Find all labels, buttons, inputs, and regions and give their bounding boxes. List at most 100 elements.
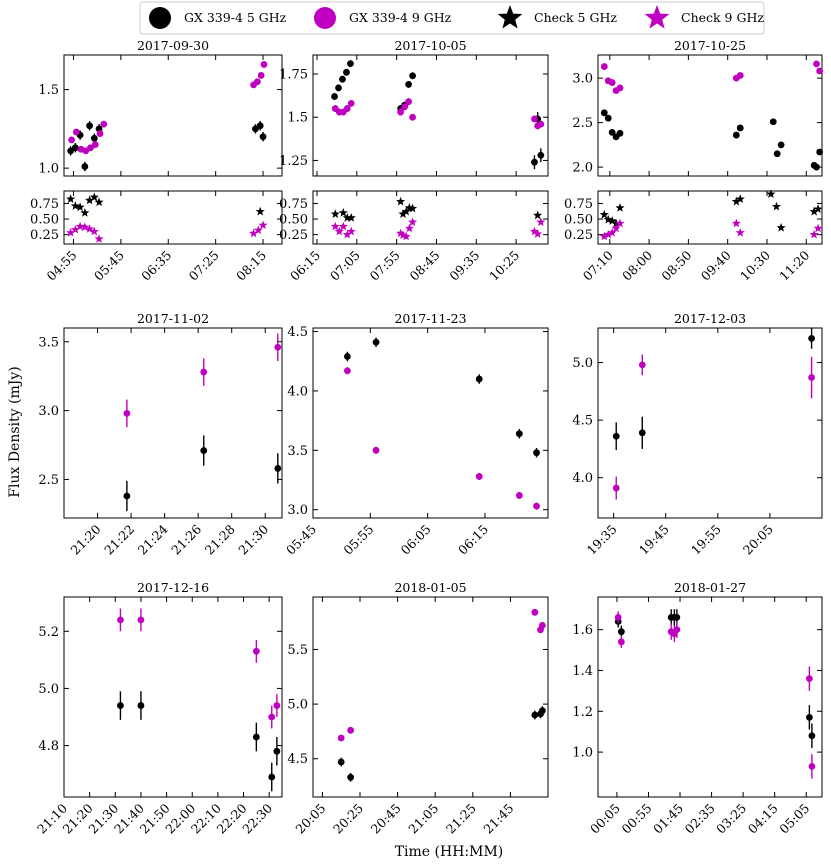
x-tick-label: 20:05 [740, 522, 776, 558]
y-tick-label: 3.0 [38, 404, 59, 419]
data-star [330, 221, 340, 231]
legend-label: Check 5 GHz [534, 10, 617, 25]
data-star [813, 204, 823, 213]
x-tick-label: 05:55 [340, 522, 376, 558]
data-point [531, 608, 539, 616]
y-tick-label: 3.5 [38, 335, 59, 350]
data-point [736, 124, 744, 132]
data-point [531, 115, 538, 123]
x-tick-label: 21:25 [443, 801, 479, 837]
data-point [808, 334, 815, 342]
data-star [89, 226, 99, 236]
data-point [252, 647, 260, 655]
series [599, 189, 823, 232]
x-axis-label: Time (HH:MM) [395, 844, 504, 860]
data-point [409, 72, 416, 80]
data-point [372, 446, 380, 454]
data-point [401, 103, 409, 111]
plot-frame [63, 327, 283, 519]
x-tick-label: 04:15 [745, 801, 781, 837]
y-tick-label: 4.5 [287, 752, 308, 767]
data-star [80, 222, 90, 232]
data-point [71, 144, 79, 152]
legend-marker-circle [314, 7, 336, 29]
data-point [614, 614, 622, 621]
data-point [274, 465, 282, 472]
y-tick-label: 0.25 [279, 228, 308, 243]
x-tick-label: 07:10 [580, 247, 616, 283]
series [66, 192, 265, 217]
data-star [342, 213, 352, 222]
data-point [405, 98, 412, 106]
x-tick-label: 20:25 [330, 801, 366, 837]
y-tick-label: 4.0 [572, 471, 593, 486]
data-star [735, 227, 745, 237]
data-point [123, 492, 131, 500]
data-point [91, 141, 99, 148]
x-tick-label: 21:05 [405, 801, 441, 837]
panel-title: 2017-12-16 [137, 580, 209, 595]
panel: 2017-11-23 05:45 05:55 06:05 06:15 3.0 3.5 4.0 4… [283, 311, 549, 558]
data-star [776, 222, 786, 232]
panel-title: 2018-01-05 [394, 580, 466, 595]
y-tick-label: 4.0 [287, 384, 308, 399]
data-point [736, 72, 744, 79]
data-point [808, 732, 816, 740]
data-point [96, 130, 104, 137]
y-tick-label: 1.0 [38, 162, 59, 177]
plot-frame [63, 190, 283, 245]
panel-title: 2017-10-25 [674, 38, 746, 53]
data-star [731, 218, 741, 228]
x-tick-label: 07:05 [327, 248, 363, 284]
data-point [343, 367, 351, 375]
data-star [342, 229, 352, 239]
data-star [615, 203, 625, 212]
data-point [600, 109, 608, 117]
data-star [334, 226, 344, 236]
data-point [475, 375, 483, 383]
y-tick-label: 3.5 [287, 444, 308, 459]
panel: 2017-11-02 21:2021:2221:2421:2621:2821:30… [38, 311, 283, 558]
x-tick-label: 21:26 [168, 521, 204, 557]
data-star [408, 217, 418, 227]
data-star [80, 208, 90, 217]
data-point [253, 78, 261, 86]
legend-entry: GX 339-4 9 GHz [314, 7, 452, 29]
y-tick-label: 3.0 [287, 503, 308, 518]
data-point [123, 409, 131, 417]
data-point [617, 628, 625, 636]
y-tick-label: 0.75 [564, 197, 593, 212]
data-point [339, 75, 346, 83]
series [330, 196, 543, 222]
y-tick-label: 1.4 [572, 664, 593, 679]
series [123, 333, 282, 428]
data-star [771, 201, 781, 211]
y-tick-label: 1.2 [572, 705, 593, 720]
x-tick-label: 06:15 [455, 522, 491, 558]
legend: GX 339-4 5 GHz GX 339-4 9 GHz Check 5 GHz C… [139, 1, 765, 35]
series [612, 354, 815, 500]
data-star [75, 221, 85, 231]
data-point [531, 158, 538, 166]
data-star [396, 228, 406, 238]
data-point [808, 762, 816, 770]
data-point [600, 63, 608, 70]
data-star [70, 201, 80, 210]
series [614, 609, 816, 749]
data-star [401, 206, 411, 216]
plot-frame [597, 54, 823, 177]
data-star [70, 224, 80, 234]
x-tick-label: 05:45 [91, 248, 127, 284]
data-star [66, 227, 76, 237]
y-tick-label: 0.50 [279, 213, 308, 228]
series [330, 217, 546, 241]
data-point [612, 432, 620, 440]
x-tick-label: 07:55 [367, 248, 403, 284]
y-tick-label: 0.50 [564, 213, 593, 228]
series [66, 220, 268, 243]
plot-frame [312, 596, 549, 798]
x-tick-label: 21:28 [202, 521, 238, 557]
data-point [638, 361, 646, 369]
panel: 2017-09-30 1.0 1.5 04:55 05:45 06:35 07:25 08:1… [30, 38, 283, 284]
